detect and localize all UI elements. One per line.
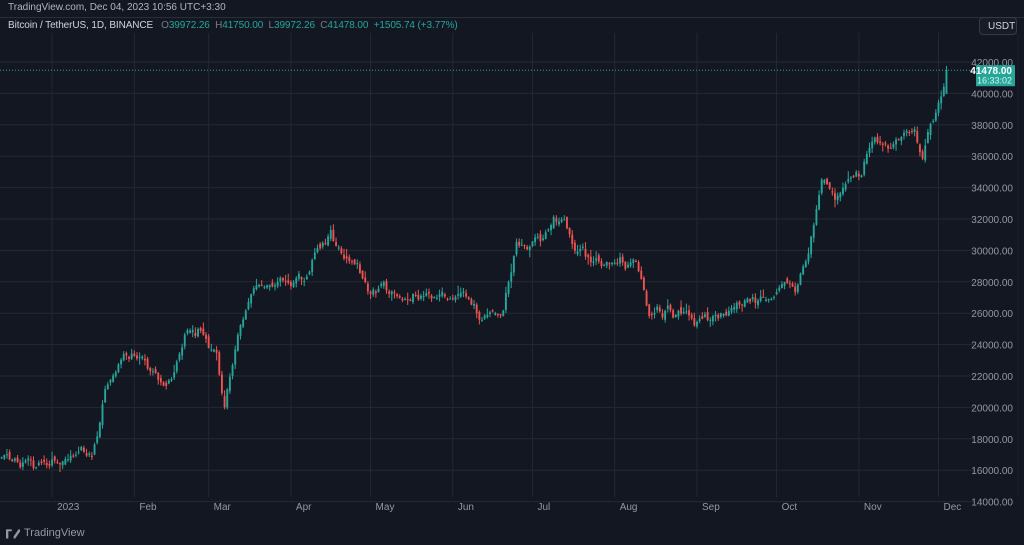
svg-text:22000.00: 22000.00 xyxy=(971,372,1013,383)
svg-text:26000.00: 26000.00 xyxy=(971,309,1013,320)
svg-text:Dec: Dec xyxy=(944,502,962,513)
svg-text:36000.00: 36000.00 xyxy=(971,152,1013,163)
svg-text:34000.00: 34000.00 xyxy=(971,184,1013,195)
svg-text:14000.00: 14000.00 xyxy=(971,498,1013,509)
svg-text:Nov: Nov xyxy=(864,502,882,513)
svg-text:32000.00: 32000.00 xyxy=(971,215,1013,226)
svg-text:Jul: Jul xyxy=(537,502,550,513)
svg-text:2023: 2023 xyxy=(57,502,80,513)
svg-text:20000.00: 20000.00 xyxy=(971,403,1013,414)
svg-text:18000.00: 18000.00 xyxy=(971,435,1013,446)
svg-text:28000.00: 28000.00 xyxy=(971,278,1013,289)
svg-text:38000.00: 38000.00 xyxy=(971,121,1013,132)
svg-text:Oct: Oct xyxy=(782,502,798,513)
svg-text:16000.00: 16000.00 xyxy=(971,466,1013,477)
svg-text:16:33:02: 16:33:02 xyxy=(977,76,1012,86)
svg-text:Apr: Apr xyxy=(296,502,312,513)
svg-text:May: May xyxy=(376,502,395,513)
svg-text:24000.00: 24000.00 xyxy=(971,341,1013,352)
svg-text:Jun: Jun xyxy=(458,502,474,513)
svg-text:30000.00: 30000.00 xyxy=(971,246,1013,257)
svg-text:40000.00: 40000.00 xyxy=(971,89,1013,100)
svg-text:Sep: Sep xyxy=(702,502,720,513)
svg-text:Mar: Mar xyxy=(214,502,232,513)
svg-text:Aug: Aug xyxy=(620,502,638,513)
svg-text:Feb: Feb xyxy=(139,502,157,513)
